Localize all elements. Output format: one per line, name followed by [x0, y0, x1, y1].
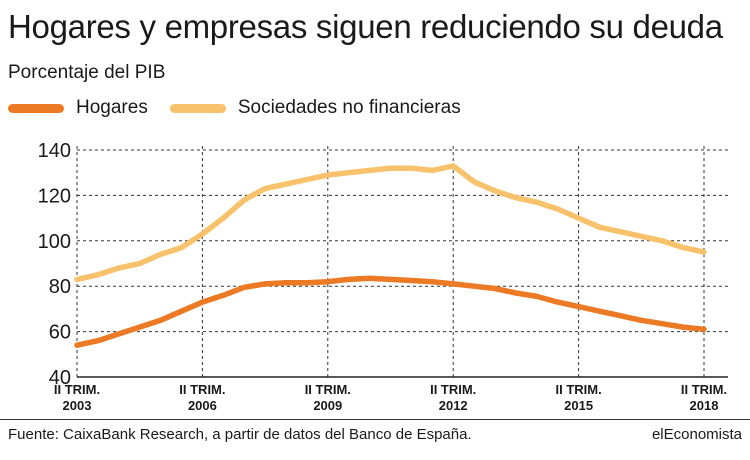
chart-title: Hogares y empresas siguen reduciendo su … [8, 8, 723, 45]
x-tick-label: II TRIM. [681, 382, 727, 397]
source-note: Fuente: CaixaBank Research, a partir de … [8, 426, 472, 443]
x-tick-label: 2015 [564, 398, 593, 413]
x-tick-label: II TRIM. [179, 382, 225, 397]
legend-item-sociedades: Sociedades no financieras [169, 97, 461, 119]
x-tick-label: II TRIM. [54, 382, 100, 397]
x-tick-label: 2006 [188, 398, 217, 413]
legend: Hogares Sociedades no financieras [8, 95, 483, 121]
x-tick-label: II TRIM. [305, 382, 351, 397]
series-line-sociedades [74, 163, 707, 283]
series-line-hogares [74, 275, 707, 348]
x-tick-label: 2003 [63, 398, 92, 413]
x-tick-label: II TRIM. [555, 382, 601, 397]
y-tick-label: 80 [49, 276, 71, 298]
y-tick-label: 120 [38, 185, 71, 207]
x-tick-label: II TRIM. [430, 382, 476, 397]
y-tick-label: 140 [38, 140, 71, 162]
legend-swatch-hogares [8, 103, 64, 113]
legend-item-hogares: Hogares [8, 97, 148, 119]
y-tick-label: 40 [49, 367, 71, 389]
legend-label-hogares: Hogares [76, 97, 148, 118]
x-tick-label: 2012 [439, 398, 468, 413]
legend-swatch-sociedades [169, 103, 226, 113]
footer-divider [0, 419, 750, 420]
y-tick-label: 60 [49, 322, 71, 344]
x-tick-label: 2018 [690, 398, 719, 413]
chart-subtitle: Porcentaje del PIB [8, 62, 166, 83]
legend-label-sociedades: Sociedades no financieras [237, 97, 461, 118]
y-tick-label: 100 [38, 231, 71, 253]
x-tick-label: 2009 [313, 398, 342, 413]
brand-logo-text: elEconomista [651, 426, 742, 443]
